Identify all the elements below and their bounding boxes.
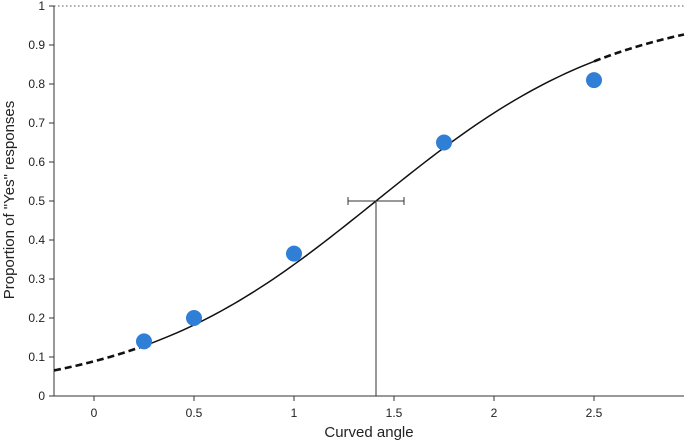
threshold-layer (347, 197, 405, 396)
y-tick-label: 0.3 (28, 272, 45, 286)
y-tick-label: 0.5 (28, 194, 45, 208)
fit-curve-dashed-left (53, 344, 145, 372)
y-tick-label: 0.8 (28, 77, 45, 91)
y-axis-title: Proportion of "Yes" responses (1, 101, 18, 300)
x-tick-label: 2 (491, 406, 498, 420)
x-tick-label: 1 (291, 406, 298, 420)
x-tick-label: 0 (91, 406, 98, 420)
y-tick-label: 0.9 (28, 38, 45, 52)
data-point (436, 134, 452, 151)
x-tick-label: 0.5 (186, 406, 203, 420)
y-tick-label: 0.7 (28, 116, 45, 130)
x-axis-title: Curved angle (324, 424, 413, 441)
y-tick-label: 0.2 (28, 311, 45, 325)
data-point (286, 245, 302, 262)
x-tick-label: 2.5 (586, 406, 603, 420)
y-tick-label: 0 (38, 389, 45, 403)
fit-curve-layer (53, 33, 685, 372)
fit-curve-dashed-right (593, 33, 685, 63)
y-tick-label: 0.1 (28, 350, 45, 364)
data-point (136, 333, 152, 350)
y-tick-label: 1 (38, 0, 45, 13)
data-point (586, 72, 602, 89)
y-tick-label: 0.6 (28, 155, 45, 169)
data-points-layer (136, 72, 602, 350)
data-point (186, 310, 202, 326)
axes-layer: 0 0.1 0.2 0.3 0.4 0.5 0.6 0.7 0.8 0.9 1 0 0.5 1 1.5 2 2.… (28, 0, 684, 420)
y-tick-label: 0.4 (28, 233, 45, 247)
fit-curve-solid (143, 60, 595, 347)
x-tick-label: 1.5 (386, 406, 403, 420)
